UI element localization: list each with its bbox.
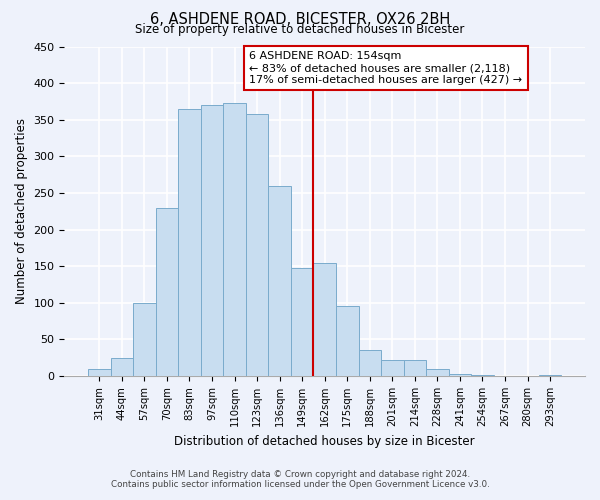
Bar xyxy=(381,360,404,376)
Bar xyxy=(336,306,359,376)
Y-axis label: Number of detached properties: Number of detached properties xyxy=(15,118,28,304)
Bar xyxy=(155,208,178,376)
Text: Contains HM Land Registry data © Crown copyright and database right 2024.
Contai: Contains HM Land Registry data © Crown c… xyxy=(110,470,490,489)
Bar xyxy=(223,103,246,376)
Bar xyxy=(471,374,494,376)
Text: 6 ASHDENE ROAD: 154sqm
← 83% of detached houses are smaller (2,118)
17% of semi-: 6 ASHDENE ROAD: 154sqm ← 83% of detached… xyxy=(249,52,523,84)
Bar xyxy=(426,368,449,376)
Bar xyxy=(291,268,313,376)
Bar xyxy=(539,374,562,376)
Bar xyxy=(359,350,381,376)
Bar xyxy=(178,109,201,376)
Bar xyxy=(268,186,291,376)
Text: Size of property relative to detached houses in Bicester: Size of property relative to detached ho… xyxy=(136,22,464,36)
Bar xyxy=(404,360,426,376)
Text: 6, ASHDENE ROAD, BICESTER, OX26 2BH: 6, ASHDENE ROAD, BICESTER, OX26 2BH xyxy=(150,12,450,26)
Bar xyxy=(246,114,268,376)
Bar xyxy=(88,368,110,376)
Bar xyxy=(449,374,471,376)
Bar xyxy=(133,303,155,376)
Bar xyxy=(201,105,223,376)
X-axis label: Distribution of detached houses by size in Bicester: Distribution of detached houses by size … xyxy=(175,434,475,448)
Bar xyxy=(313,262,336,376)
Bar xyxy=(110,358,133,376)
